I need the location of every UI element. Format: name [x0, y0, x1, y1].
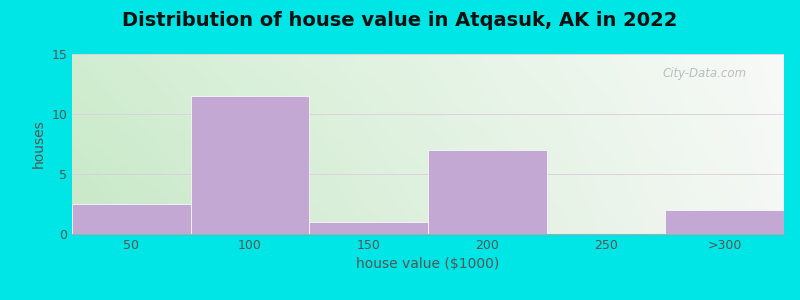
Bar	[666, 210, 784, 234]
Text: City-Data.com: City-Data.com	[663, 67, 747, 80]
Text: Distribution of house value in Atqasuk, AK in 2022: Distribution of house value in Atqasuk, …	[122, 11, 678, 31]
X-axis label: house value ($1000): house value ($1000)	[356, 257, 500, 272]
Bar	[310, 222, 428, 234]
Y-axis label: houses: houses	[32, 120, 46, 168]
Bar	[72, 204, 190, 234]
Bar	[428, 150, 546, 234]
Bar	[190, 96, 310, 234]
